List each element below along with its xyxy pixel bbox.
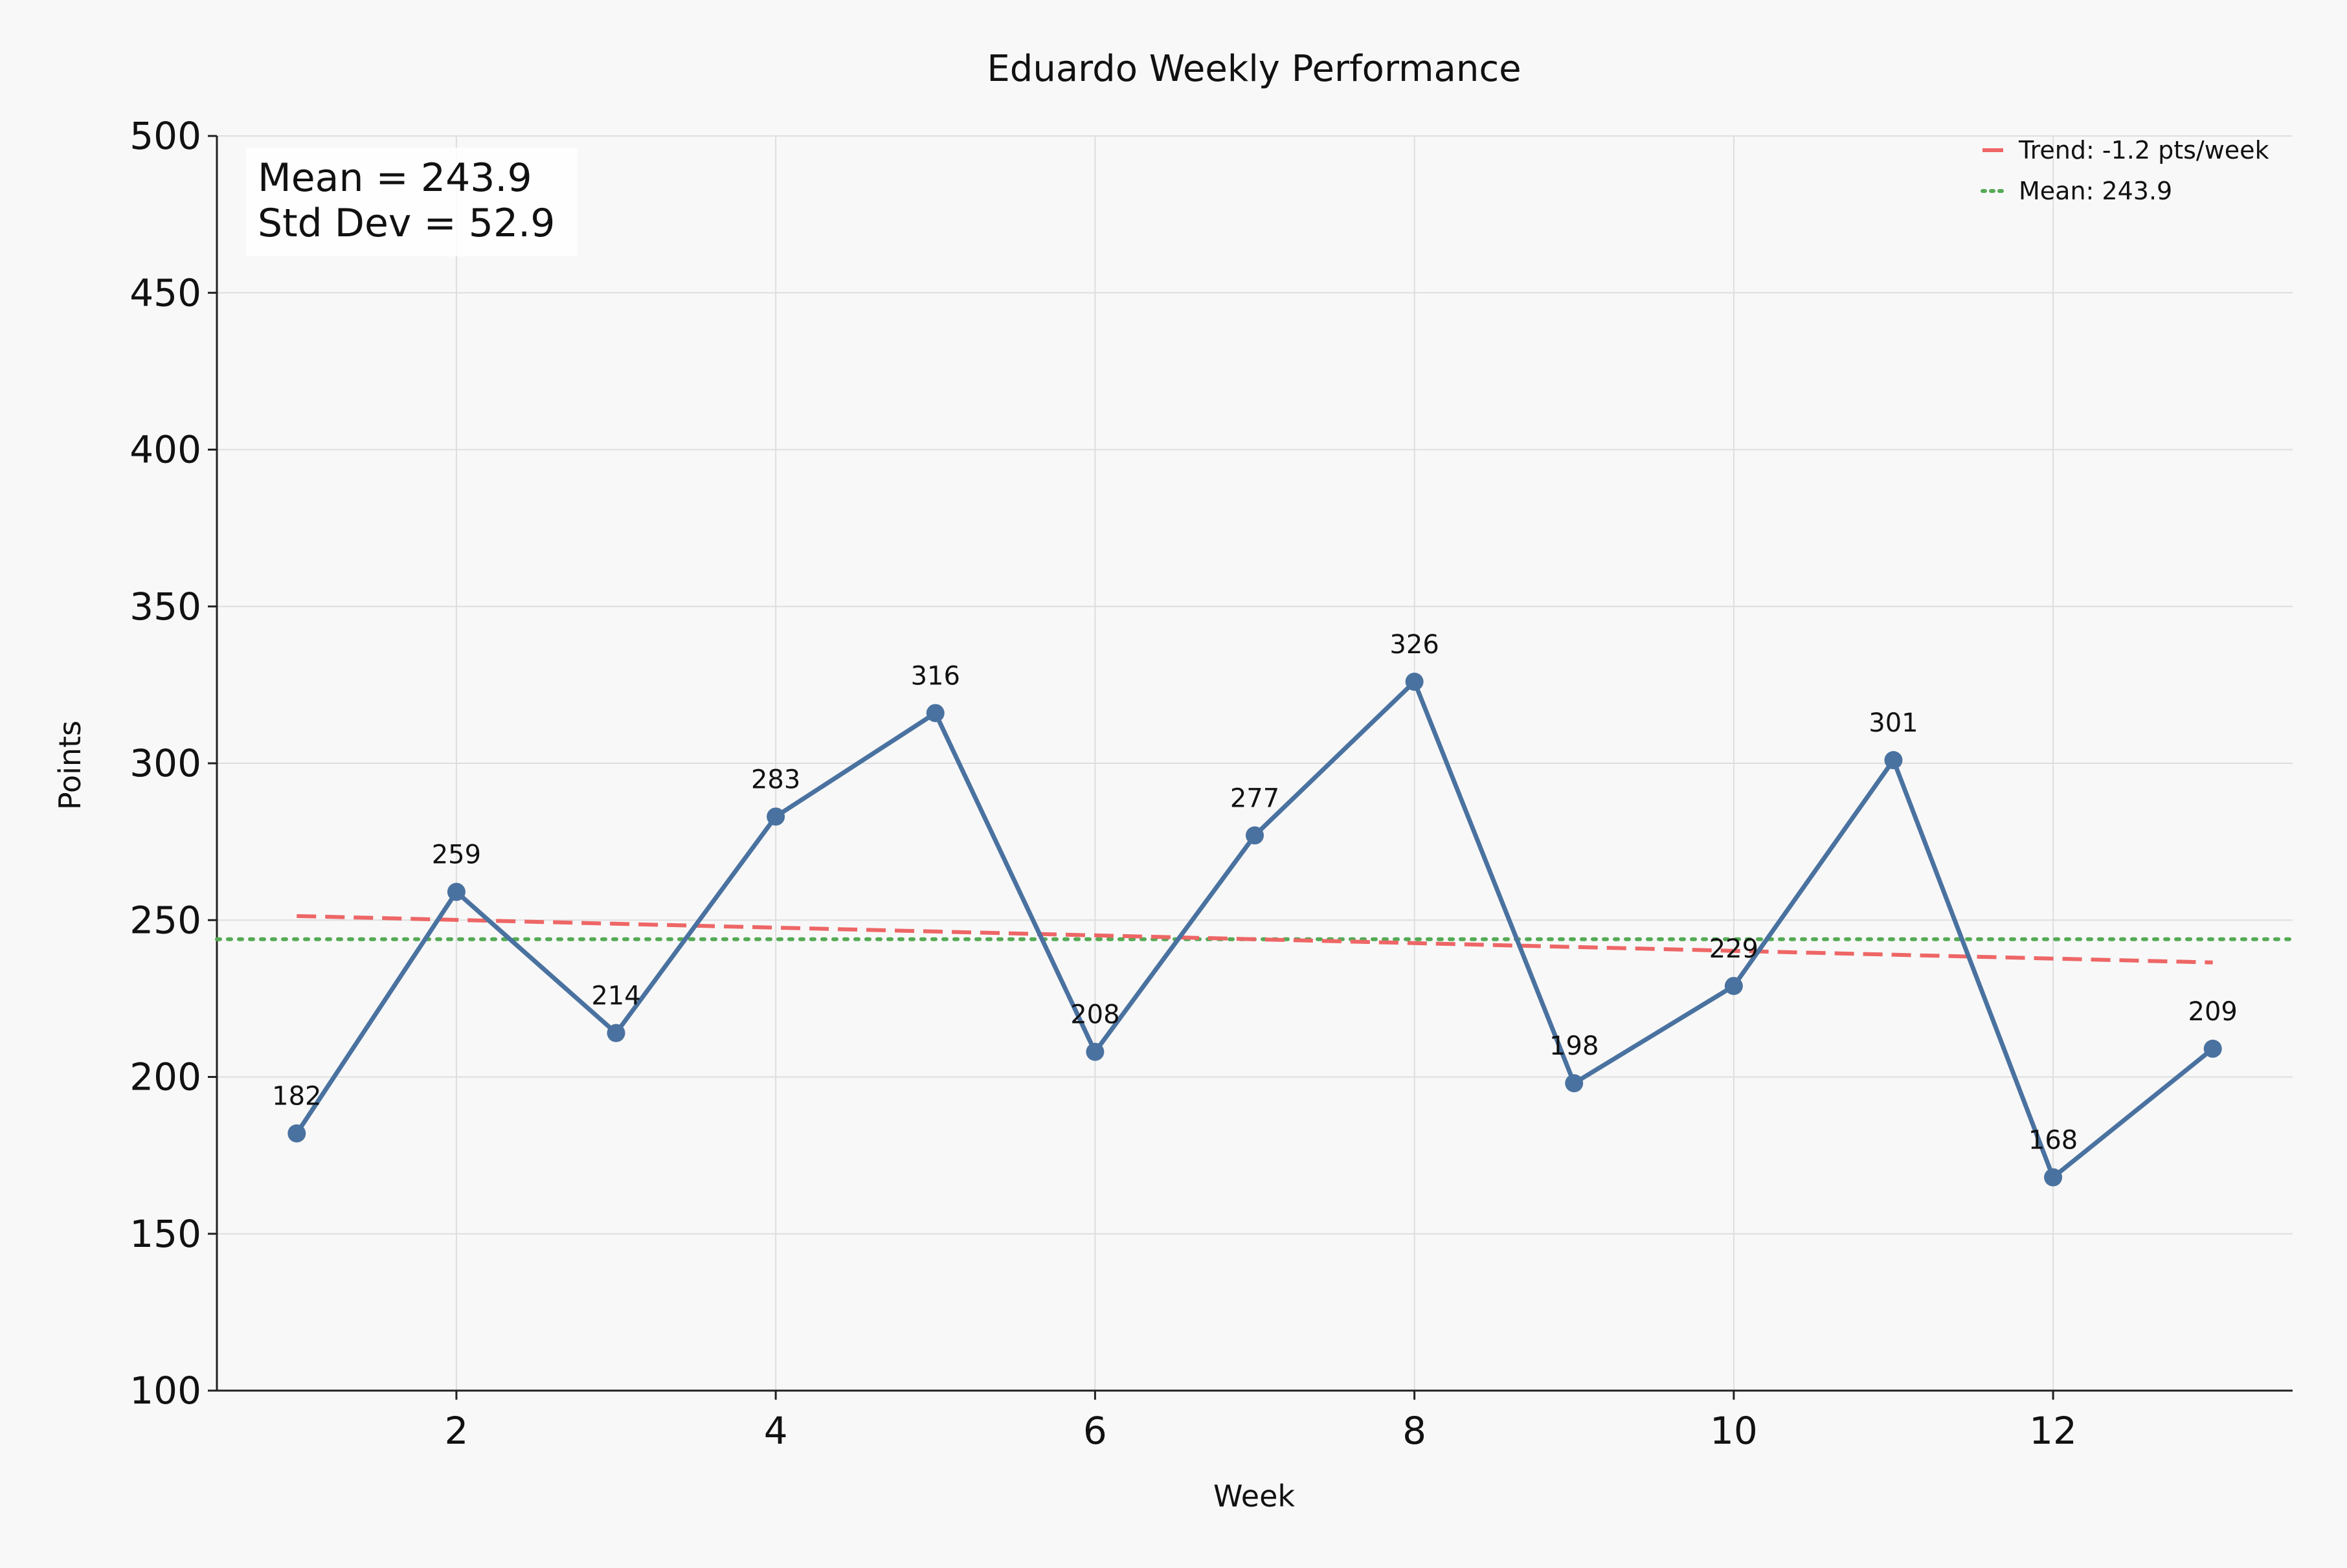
data-label: 209 (2188, 997, 2238, 1027)
data-point (1565, 1074, 1584, 1093)
x-tick-label: 12 (2029, 1409, 2077, 1453)
y-tick-label: 350 (129, 585, 201, 629)
data-label: 182 (272, 1082, 321, 1112)
y-tick-label: 150 (129, 1212, 201, 1256)
legend-mean-label: Mean: 243.9 (2019, 177, 2172, 205)
data-labels: 182 259 214 283 316 208 277 326 198 229 301 168 209 (272, 630, 2238, 1156)
y-tick-label: 300 (129, 741, 201, 785)
legend-trend-label: Trend: -1.2 pts/week (2018, 136, 2269, 164)
x-tick-label: 10 (1710, 1409, 1758, 1453)
data-label: 198 (1549, 1031, 1599, 1061)
stats-box: Mean = 243.9 Std Dev = 52.9 (246, 148, 578, 256)
data-points (287, 673, 2222, 1187)
data-point (447, 882, 466, 901)
data-label: 283 (751, 765, 800, 794)
data-point (2044, 1168, 2063, 1187)
y-tick-label: 250 (129, 898, 201, 942)
x-axis-title: Week (1213, 1479, 1295, 1514)
data-point (287, 1124, 306, 1143)
stats-std-dev: Std Dev = 52.9 (258, 201, 555, 246)
stats-mean: Mean = 243.9 (258, 155, 532, 201)
data-point (1086, 1042, 1105, 1061)
x-tick-label: 6 (1083, 1409, 1107, 1453)
data-point (1246, 826, 1264, 845)
chart-title: Eduardo Weekly Performance (987, 48, 1521, 90)
stats-box-background (246, 148, 578, 256)
data-point (2203, 1039, 2222, 1058)
data-point (1405, 673, 1424, 691)
x-tick-label: 8 (1402, 1409, 1426, 1453)
data-label: 168 (2028, 1126, 2078, 1156)
data-point (1884, 751, 1903, 770)
data-label: 301 (1869, 708, 1918, 738)
y-tick-label: 100 (129, 1369, 201, 1413)
data-label: 229 (1709, 934, 1758, 964)
data-point (1724, 976, 1743, 995)
x-axis-ticks: 2 4 6 8 10 12 (444, 1391, 2077, 1453)
y-axis-title: Points (52, 721, 87, 810)
data-label: 259 (432, 840, 481, 870)
x-tick-label: 4 (764, 1409, 788, 1453)
y-tick-label: 200 (129, 1055, 201, 1099)
data-point (607, 1024, 625, 1042)
y-axis-ticks: 100 150 200 250 300 350 400 450 500 (129, 114, 217, 1413)
data-label: 316 (911, 661, 960, 691)
data-label: 214 (591, 981, 640, 1011)
data-point (926, 704, 945, 722)
y-tick-label: 500 (129, 114, 201, 158)
grid (217, 135, 2293, 1391)
data-point (767, 807, 785, 826)
y-tick-label: 450 (129, 271, 201, 315)
x-tick-label: 2 (444, 1409, 468, 1453)
y-tick-label: 400 (129, 428, 201, 472)
data-label: 326 (1389, 630, 1439, 660)
data-label: 277 (1230, 783, 1279, 813)
trend-line (297, 913, 2213, 965)
data-label: 208 (1070, 1000, 1119, 1030)
legend: Trend: -1.2 pts/week Mean: 243.9 (1981, 136, 2269, 205)
